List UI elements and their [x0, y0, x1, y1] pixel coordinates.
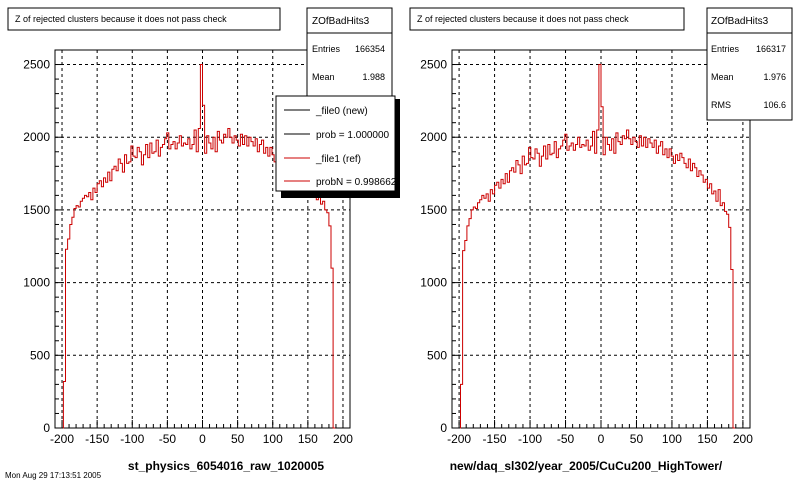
x-axis-ticks: -200 -150 -100 -50 0 50 100 150 200 [50, 420, 353, 446]
stats-label-entries: Entries [711, 44, 740, 54]
stats-name: ZOfBadHits3 [312, 16, 370, 27]
x-tick-label: -200 [447, 432, 471, 446]
x-tick-label: -200 [50, 432, 74, 446]
stats-box: ZOfBadHits3 Entries 166354 Mean 1.988 [306, 7, 393, 107]
y-tick-label: 0 [440, 421, 447, 435]
title-box [409, 7, 685, 31]
histogram-title: Z of rejected clusters because it does n… [15, 14, 227, 24]
stats-box: ZOfBadHits3 Entries 166317 Mean 1.976 RM… [706, 7, 793, 121]
stats-label-mean: Mean [711, 72, 734, 82]
legend-entry-ref: _file1 (ref) [315, 154, 361, 165]
y-tick-label: 2000 [23, 130, 50, 144]
legend-entry-probn: probN = 0.998662 [316, 177, 397, 188]
x-tick-label: -150 [85, 432, 109, 446]
legend-entry-prob: prob = 1.000000 [316, 130, 390, 141]
histogram-line [452, 64, 736, 429]
title-box [7, 7, 281, 31]
x-tick-label: 150 [697, 432, 717, 446]
left-histogram-pad: Z of rejected clusters because it does n… [7, 7, 400, 473]
y-tick-label: 1500 [420, 203, 447, 217]
histogram-series [452, 64, 736, 429]
x-axis-label: st_physics_6054016_raw_1020005 [128, 459, 324, 473]
stats-label-mean: Mean [312, 72, 335, 82]
x-tick-label: 100 [662, 432, 682, 446]
histogram-title: Z of rejected clusters because it does n… [417, 14, 629, 24]
x-tick-label: -50 [557, 432, 575, 446]
x-tick-label: 100 [263, 432, 283, 446]
stats-value-mean: 1.988 [362, 72, 385, 82]
x-tick-label: 50 [231, 432, 245, 446]
y-tick-label: 0 [43, 421, 50, 435]
y-axis-ticks: 0 500 1000 1500 2000 2500 [23, 58, 63, 435]
x-tick-label: 50 [630, 432, 644, 446]
stats-label-rms: RMS [711, 100, 731, 110]
x-tick-label: -50 [159, 432, 177, 446]
x-axis-label: new/daq_sl302/year_2005/CuCu200_HighTowe… [450, 459, 723, 473]
y-tick-label: 2000 [420, 130, 447, 144]
x-tick-label: 150 [298, 432, 318, 446]
stats-label-entries: Entries [312, 44, 341, 54]
y-tick-label: 2500 [420, 58, 447, 72]
y-tick-label: 1000 [23, 276, 50, 290]
stats-value-entries: 166354 [355, 44, 385, 54]
y-tick-label: 1500 [23, 203, 50, 217]
stats-value-mean: 1.976 [763, 72, 786, 82]
x-tick-label: 200 [333, 432, 353, 446]
y-tick-label: 2500 [23, 58, 50, 72]
x-tick-label: -150 [483, 432, 507, 446]
right-histogram-pad: Z of rejected clusters because it does n… [409, 7, 793, 473]
stats-value-entries: 166317 [756, 44, 786, 54]
x-tick-label: 0 [598, 432, 605, 446]
y-tick-label: 500 [30, 348, 50, 362]
stats-value-rms: 106.6 [763, 100, 786, 110]
x-tick-label: 200 [733, 432, 753, 446]
legend-entry-new: _file0 (new) [315, 106, 368, 117]
stats-name: ZOfBadHits3 [711, 16, 769, 27]
x-axis-ticks: -200 -150 -100 -50 0 50 100 150 200 [447, 420, 753, 446]
x-tick-label: -100 [120, 432, 144, 446]
x-tick-label: -100 [518, 432, 542, 446]
y-tick-label: 500 [427, 348, 447, 362]
y-tick-label: 1000 [420, 276, 447, 290]
y-axis-ticks: 0 500 1000 1500 2000 2500 [420, 58, 460, 435]
x-tick-label: 0 [199, 432, 206, 446]
legend-box: _file0 (new) prob = 1.000000 _file1 (ref… [275, 95, 400, 198]
footer-timestamp: Mon Aug 29 17:13:51 2005 [5, 471, 102, 480]
